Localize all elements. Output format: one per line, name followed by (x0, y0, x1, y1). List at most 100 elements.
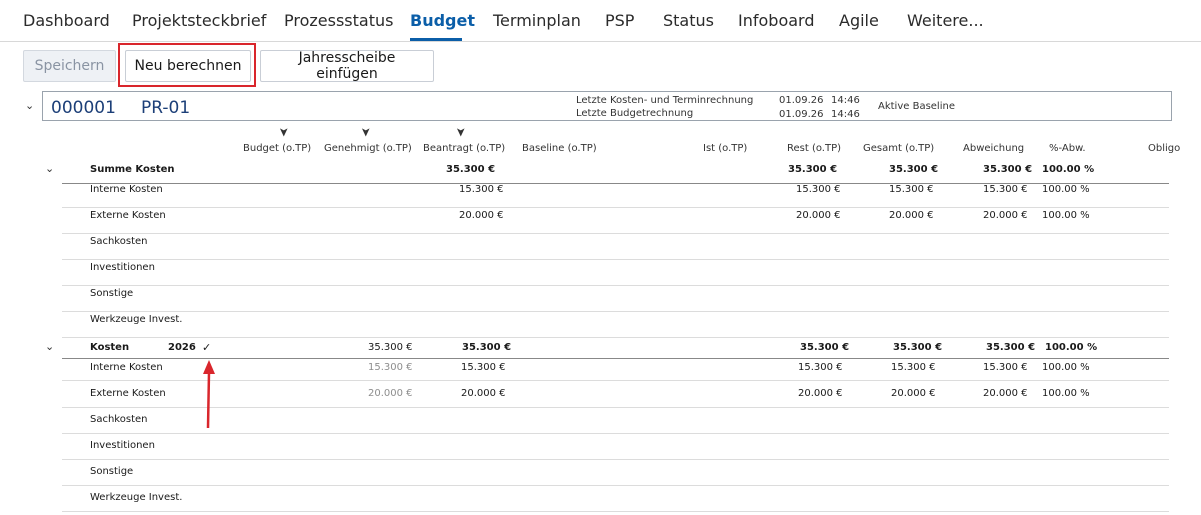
budget-filter-icon[interactable]: ➤ (277, 126, 292, 138)
active-tab-indicator (410, 38, 462, 41)
row-pct: 100.00 % (1042, 184, 1090, 195)
table-row: Sonstige (62, 459, 1169, 486)
col-header-ist: Ist (o.TP) (703, 143, 748, 154)
col-header-budget: Budget (o.TP) (243, 143, 312, 154)
project-collapse-chevron-icon[interactable]: ⌄ (25, 99, 35, 112)
tab-terminplan[interactable]: Terminplan (493, 11, 581, 30)
recalculate-highlight-box (118, 43, 256, 87)
kosten-year: 2026 (168, 342, 196, 353)
kosten-gesamt: 35.300 € (893, 342, 943, 353)
row-label: Investitionen (90, 440, 155, 451)
table-row: Sachkosten (62, 407, 1169, 434)
row-label: Investitionen (90, 262, 155, 273)
last-budget-calc-date: 01.09.26 (779, 109, 824, 120)
col-header-genehmigt: Genehmigt (o.TP) (324, 143, 412, 154)
tab-projektsteckbrief[interactable]: Projektsteckbrief (132, 11, 267, 30)
last-cost-calc-time: 14:46 (831, 95, 860, 106)
tab-dashboard[interactable]: Dashboard (23, 11, 110, 30)
row-rest: 15.300 € (798, 362, 843, 373)
col-header-beantragt: Beantragt (o.TP) (423, 143, 506, 154)
row-label: Interne Kosten (90, 184, 163, 195)
tab-weitere[interactable]: Weitere... (907, 11, 984, 30)
row-label: Externe Kosten (90, 388, 166, 399)
row-gesamt: 20.000 € (889, 210, 934, 221)
row-abweichung: 15.300 € (983, 362, 1028, 373)
table-row: Externe Kosten 20.000 € 20.000 € 20.000 … (62, 207, 1169, 234)
table-row: Interne Kosten 15.300 € 15.300 € 15.300 … (62, 359, 1169, 381)
row-label: Sachkosten (90, 414, 148, 425)
top-navigation: Dashboard Projektsteckbrief Prozessstatu… (0, 0, 1201, 42)
col-header-pct: %-Abw. (1049, 143, 1086, 154)
table-row: Interne Kosten 15.300 € 15.300 € 15.300 … (62, 181, 1169, 208)
row-label: Werkzeuge Invest. (90, 314, 183, 325)
kosten-genehmigt: 35.300 € (368, 342, 413, 353)
row-label: Sachkosten (90, 236, 148, 247)
row-beantragt: 20.000 € (461, 388, 506, 399)
kosten-abweichung: 35.300 € (986, 342, 1036, 353)
table-row: Investitionen (62, 433, 1169, 460)
table-row: Werkzeuge Invest. (62, 311, 1169, 338)
summe-kosten-row: Summe Kosten 35.300 € 35.300 € 35.300 € … (62, 157, 1169, 184)
row-beantragt: 15.300 € (461, 362, 506, 373)
row-pct: 100.00 % (1042, 210, 1090, 221)
row-beantragt: 15.300 € (459, 184, 504, 195)
kosten-check-icon[interactable]: ✓ (202, 341, 212, 354)
annotation-arrow-icon (203, 360, 215, 429)
tab-psp[interactable]: PSP (605, 11, 635, 30)
summe-gesamt: 35.300 € (889, 164, 939, 175)
row-genehmigt: 20.000 € (368, 388, 413, 399)
col-header-baseline: Baseline (o.TP) (522, 143, 597, 154)
row-label: Interne Kosten (90, 362, 163, 373)
table-row: Sonstige (62, 285, 1169, 312)
tab-status[interactable]: Status (663, 11, 714, 30)
summe-collapse-chevron-icon[interactable]: ⌄ (45, 162, 55, 175)
tab-agile[interactable]: Agile (839, 11, 879, 30)
summe-pct: 100.00 % (1042, 164, 1095, 175)
tab-infoboard[interactable]: Infoboard (738, 11, 815, 30)
row-label: Werkzeuge Invest. (90, 492, 183, 503)
tab-prozessstatus[interactable]: Prozessstatus (284, 11, 394, 30)
project-code: PR-01 (141, 98, 191, 118)
col-header-abweichung: Abweichung (963, 143, 1025, 154)
row-label: Sonstige (90, 466, 134, 477)
table-row: Werkzeuge Invest. (62, 485, 1169, 512)
row-gesamt: 20.000 € (891, 388, 936, 399)
summe-beantragt: 35.300 € (446, 164, 496, 175)
kosten-title: Kosten (90, 342, 130, 353)
active-baseline-label: Aktive Baseline (878, 101, 955, 112)
row-rest: 15.300 € (796, 184, 841, 195)
row-abweichung: 15.300 € (983, 184, 1028, 195)
kosten-pct: 100.00 % (1045, 342, 1098, 353)
last-cost-calc-label: Letzte Kosten- und Terminrechnung (576, 95, 754, 106)
summe-rest: 35.300 € (788, 164, 838, 175)
row-rest: 20.000 € (796, 210, 841, 221)
row-label: Externe Kosten (90, 210, 166, 221)
col-header-gesamt: Gesamt (o.TP) (863, 143, 935, 154)
row-beantragt: 20.000 € (459, 210, 504, 221)
row-gesamt: 15.300 € (891, 362, 936, 373)
row-abweichung: 20.000 € (983, 388, 1028, 399)
kosten-collapse-chevron-icon[interactable]: ⌄ (45, 340, 55, 353)
row-pct: 100.00 % (1042, 362, 1090, 373)
summe-abweichung: 35.300 € (983, 164, 1033, 175)
row-abweichung: 20.000 € (983, 210, 1028, 221)
tab-budget[interactable]: Budget (410, 11, 475, 30)
table-row: Investitionen (62, 259, 1169, 286)
last-cost-calc-date: 01.09.26 (779, 95, 824, 106)
row-genehmigt: 15.300 € (368, 362, 413, 373)
beantragt-filter-icon[interactable]: ➤ (454, 126, 469, 138)
project-header: 000001 PR-01 Letzte Kosten- und Terminre… (42, 91, 1172, 121)
last-budget-calc-time: 14:46 (831, 109, 860, 120)
project-number: 000001 (51, 98, 116, 118)
row-rest: 20.000 € (798, 388, 843, 399)
row-pct: 100.00 % (1042, 388, 1090, 399)
col-header-obligo: Obligo (1148, 143, 1181, 154)
recalculate-button[interactable]: Neu berechnen (125, 50, 251, 82)
kosten-beantragt: 35.300 € (462, 342, 512, 353)
insert-year-slice-button[interactable]: Jahresscheibe einfügen (260, 50, 434, 82)
save-button[interactable]: Speichern (23, 50, 116, 82)
col-header-rest: Rest (o.TP) (787, 143, 842, 154)
summe-title: Summe Kosten (90, 164, 175, 175)
genehmigt-filter-icon[interactable]: ➤ (359, 126, 374, 138)
row-gesamt: 15.300 € (889, 184, 934, 195)
